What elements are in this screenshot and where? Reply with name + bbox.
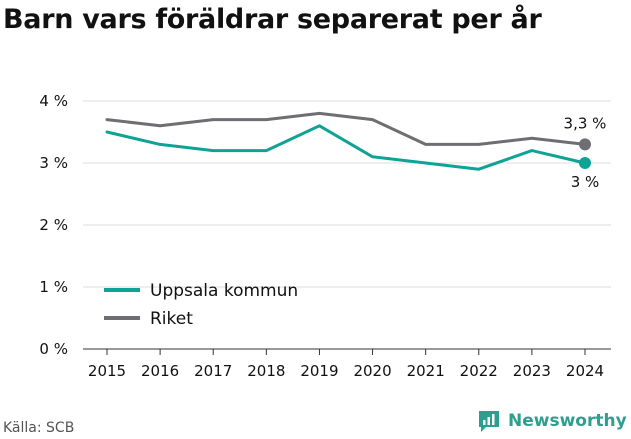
x-tick-label: 2015	[88, 362, 126, 380]
x-tick-label: 2017	[194, 362, 232, 380]
series-end-point	[579, 157, 591, 169]
brand-logo: Newsworthy	[476, 408, 627, 434]
x-tick-label: 2024	[566, 362, 604, 380]
chart-title: Barn vars föräldrar separerat per år	[3, 4, 542, 35]
x-tick-label: 2016	[141, 362, 179, 380]
series-end-point	[579, 138, 591, 151]
x-tick-label: 2022	[460, 362, 498, 380]
newsworthy-logo-icon	[479, 411, 499, 432]
y-tick-label: 0 %	[39, 340, 68, 358]
y-tick-label: 3 %	[39, 154, 68, 172]
x-tick-label: 2018	[247, 362, 285, 380]
x-tick-label: 2021	[407, 362, 445, 380]
legend-label: Uppsala kommun	[150, 281, 298, 301]
x-tick-label: 2020	[353, 362, 391, 380]
end-label-riket: 3,3 %	[564, 114, 607, 132]
end-label-uppsala: 3 %	[571, 173, 600, 191]
x-tick-label: 2019	[300, 362, 338, 380]
series-line	[105, 111, 587, 146]
x-tick-label: 2023	[513, 362, 551, 380]
y-tick-label: 1 %	[39, 278, 68, 296]
y-tick-label: 2 %	[39, 216, 68, 234]
brand-name: Newsworthy	[508, 411, 627, 431]
source-note: Källa: SCB	[3, 420, 75, 436]
series-line	[105, 124, 587, 171]
y-tick-label: 4 %	[39, 92, 68, 110]
legend-label: Riket	[150, 309, 193, 329]
